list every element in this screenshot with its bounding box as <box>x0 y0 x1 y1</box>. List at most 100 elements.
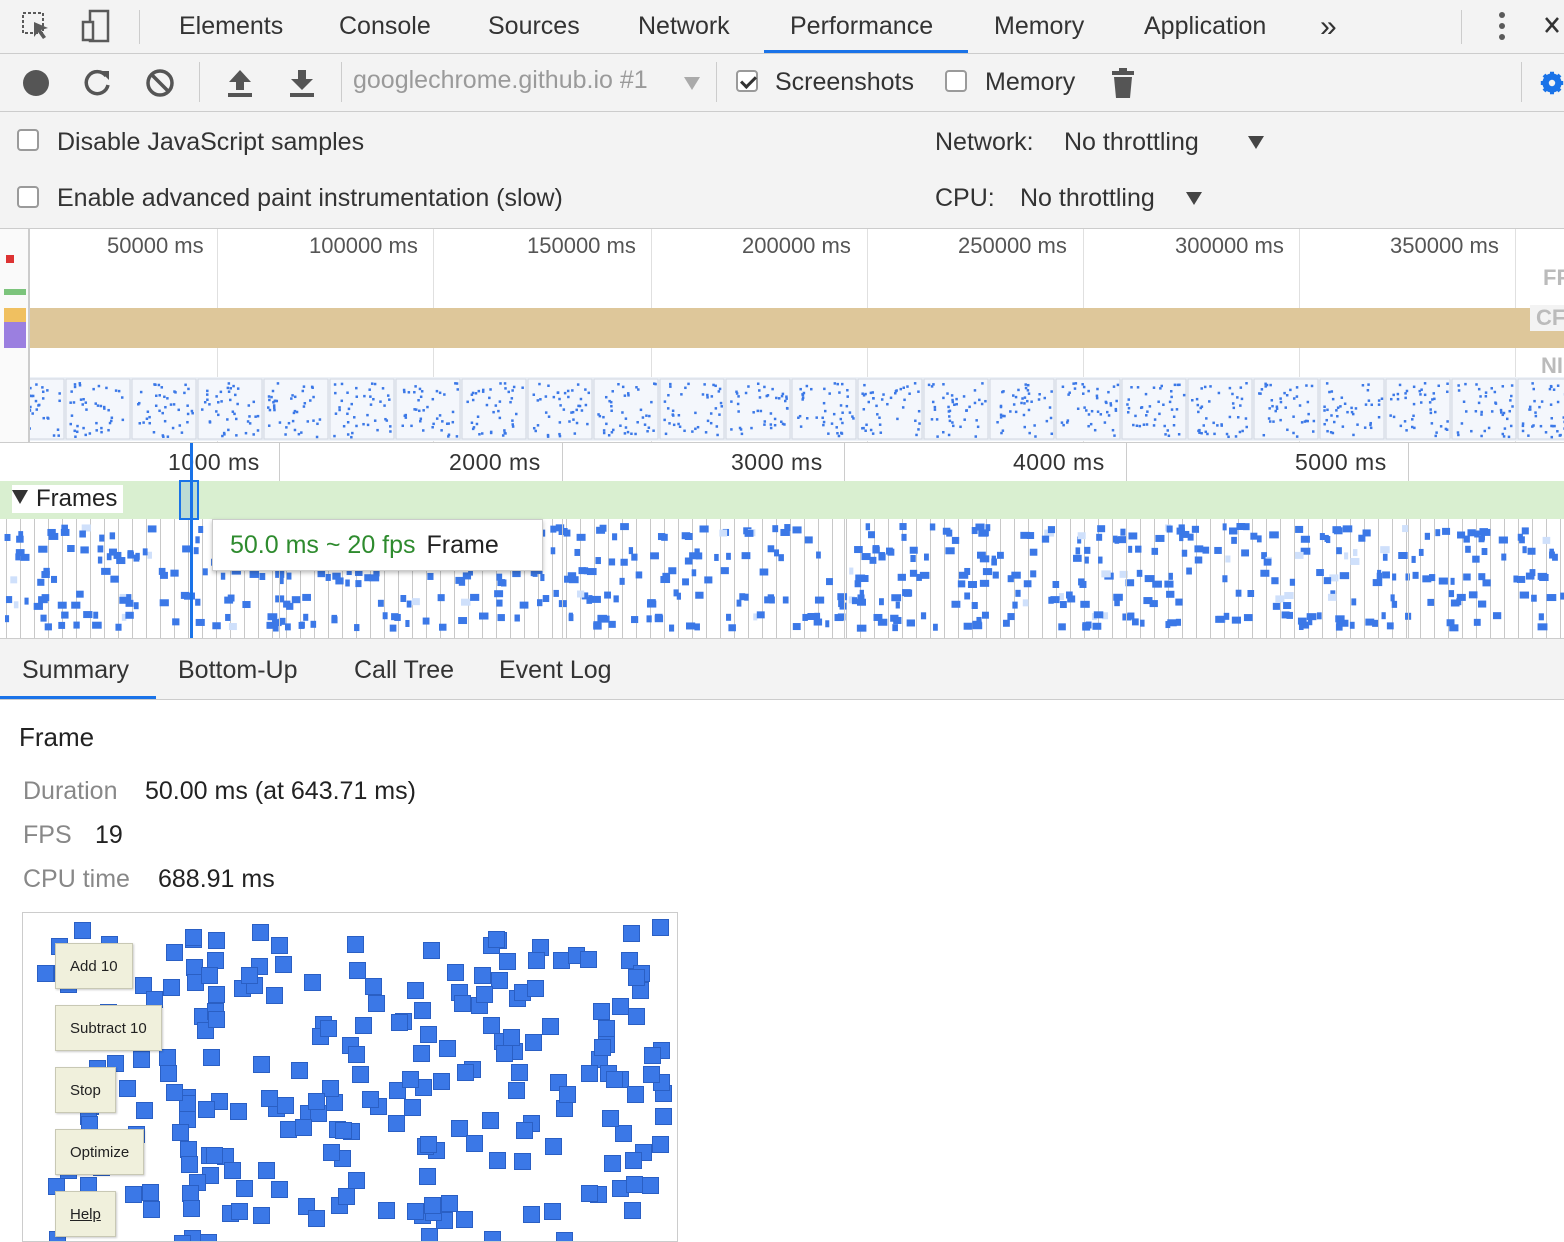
square <box>419 1168 436 1185</box>
collapse-triangle-icon[interactable] <box>12 490 28 504</box>
more-tabs-icon[interactable]: » <box>1320 0 1337 53</box>
square <box>201 967 218 984</box>
square <box>499 953 516 970</box>
square <box>338 1188 355 1205</box>
divider <box>199 62 200 102</box>
advanced-paint-checkbox[interactable] <box>17 186 39 208</box>
square <box>581 1185 598 1202</box>
square <box>185 929 202 946</box>
trash-icon[interactable] <box>1103 63 1143 103</box>
frames-track-header[interactable]: Frames <box>12 485 123 513</box>
square <box>230 1103 247 1120</box>
square <box>628 1008 645 1025</box>
device-toolbar-icon[interactable] <box>76 6 116 46</box>
chevron-down-icon[interactable] <box>1186 192 1202 205</box>
tab-sources[interactable]: Sources <box>488 0 580 53</box>
memory-checkbox[interactable] <box>945 70 967 92</box>
square <box>172 1124 189 1141</box>
square <box>258 1162 275 1179</box>
square <box>644 1047 661 1064</box>
square <box>527 980 544 997</box>
square <box>142 1184 159 1201</box>
tab-bottom-up[interactable]: Bottom-Up <box>178 656 297 685</box>
chevron-down-icon[interactable] <box>684 77 700 90</box>
square <box>508 1082 525 1099</box>
tab-memory[interactable]: Memory <box>994 0 1084 53</box>
cpu-throttling-select[interactable]: No throttling <box>1020 184 1155 213</box>
flame-tick-label: 4000 ms <box>1013 449 1105 476</box>
tab-call-tree[interactable]: Call Tree <box>354 656 454 685</box>
square <box>388 1115 405 1132</box>
square <box>166 1084 183 1101</box>
record-icon[interactable] <box>16 63 56 103</box>
gear-icon[interactable] <box>1540 63 1564 103</box>
square <box>423 942 440 959</box>
square <box>476 986 493 1003</box>
square <box>266 987 283 1004</box>
flame-chart[interactable]: 1000 ms 2000 ms 3000 ms 4000 ms 5000 ms … <box>0 443 1564 639</box>
square <box>198 1101 215 1118</box>
square <box>200 1234 217 1242</box>
selected-frame[interactable] <box>179 480 199 520</box>
overview-tick-label: 350000 ms <box>1390 233 1499 259</box>
cpu-scripting-marker <box>4 308 26 322</box>
screenshots-checkbox[interactable] <box>736 70 758 92</box>
square <box>525 1034 542 1051</box>
square <box>503 1029 520 1046</box>
tab-console[interactable]: Console <box>339 0 431 53</box>
square <box>604 1155 621 1172</box>
frames-track[interactable] <box>0 481 1564 519</box>
square <box>606 1071 623 1088</box>
inspect-element-icon[interactable] <box>16 6 56 46</box>
chevron-down-icon[interactable] <box>1248 136 1264 149</box>
square <box>348 1172 365 1189</box>
duration-value: 50.00 ms (at 643.71 ms) <box>145 777 416 806</box>
session-select[interactable]: googlechrome.github.io #1 <box>353 66 648 95</box>
download-profile-icon[interactable] <box>282 63 322 103</box>
square <box>542 1018 559 1035</box>
kebab-menu-icon[interactable] <box>1482 6 1522 46</box>
square <box>642 1177 659 1194</box>
square <box>206 1147 223 1164</box>
tab-elements[interactable]: Elements <box>179 0 283 53</box>
tab-event-log[interactable]: Event Log <box>499 656 612 685</box>
cpu-throttling-label: CPU: <box>935 184 995 213</box>
close-icon[interactable] <box>1540 6 1564 46</box>
square <box>496 1045 513 1062</box>
square <box>624 1202 641 1219</box>
square <box>413 1045 430 1062</box>
square <box>402 1071 419 1088</box>
square <box>414 1002 431 1019</box>
square <box>308 1210 325 1227</box>
tab-network[interactable]: Network <box>638 0 730 53</box>
overview-window-handle[interactable] <box>0 229 30 443</box>
tab-application[interactable]: Application <box>1144 0 1266 53</box>
clear-icon[interactable] <box>140 63 180 103</box>
square <box>652 1136 669 1153</box>
square <box>271 937 288 954</box>
square <box>74 922 91 939</box>
memory-label: Memory <box>985 68 1075 97</box>
divider <box>341 62 342 102</box>
upload-profile-icon[interactable] <box>220 63 260 103</box>
square <box>368 995 385 1012</box>
fps-drop-marker <box>6 255 14 263</box>
reload-record-icon[interactable] <box>77 63 117 103</box>
square <box>433 1073 450 1090</box>
square <box>271 1181 288 1198</box>
square <box>253 1207 270 1224</box>
square <box>236 1180 253 1197</box>
fps-value: 19 <box>95 821 123 850</box>
square <box>514 1153 531 1170</box>
time-cursor <box>190 443 193 639</box>
square <box>404 1099 421 1116</box>
tab-summary[interactable]: Summary <box>22 656 129 685</box>
disable-js-samples-checkbox[interactable] <box>17 129 39 151</box>
square <box>348 1046 365 1063</box>
square <box>163 979 180 996</box>
network-throttling-select[interactable]: No throttling <box>1064 128 1199 157</box>
tab-performance[interactable]: Performance <box>790 0 933 53</box>
square <box>523 1206 540 1223</box>
timeline-overview[interactable]: 50000 ms 100000 ms 150000 ms 200000 ms 2… <box>0 229 1564 443</box>
disable-js-samples-label: Disable JavaScript samples <box>57 128 364 157</box>
